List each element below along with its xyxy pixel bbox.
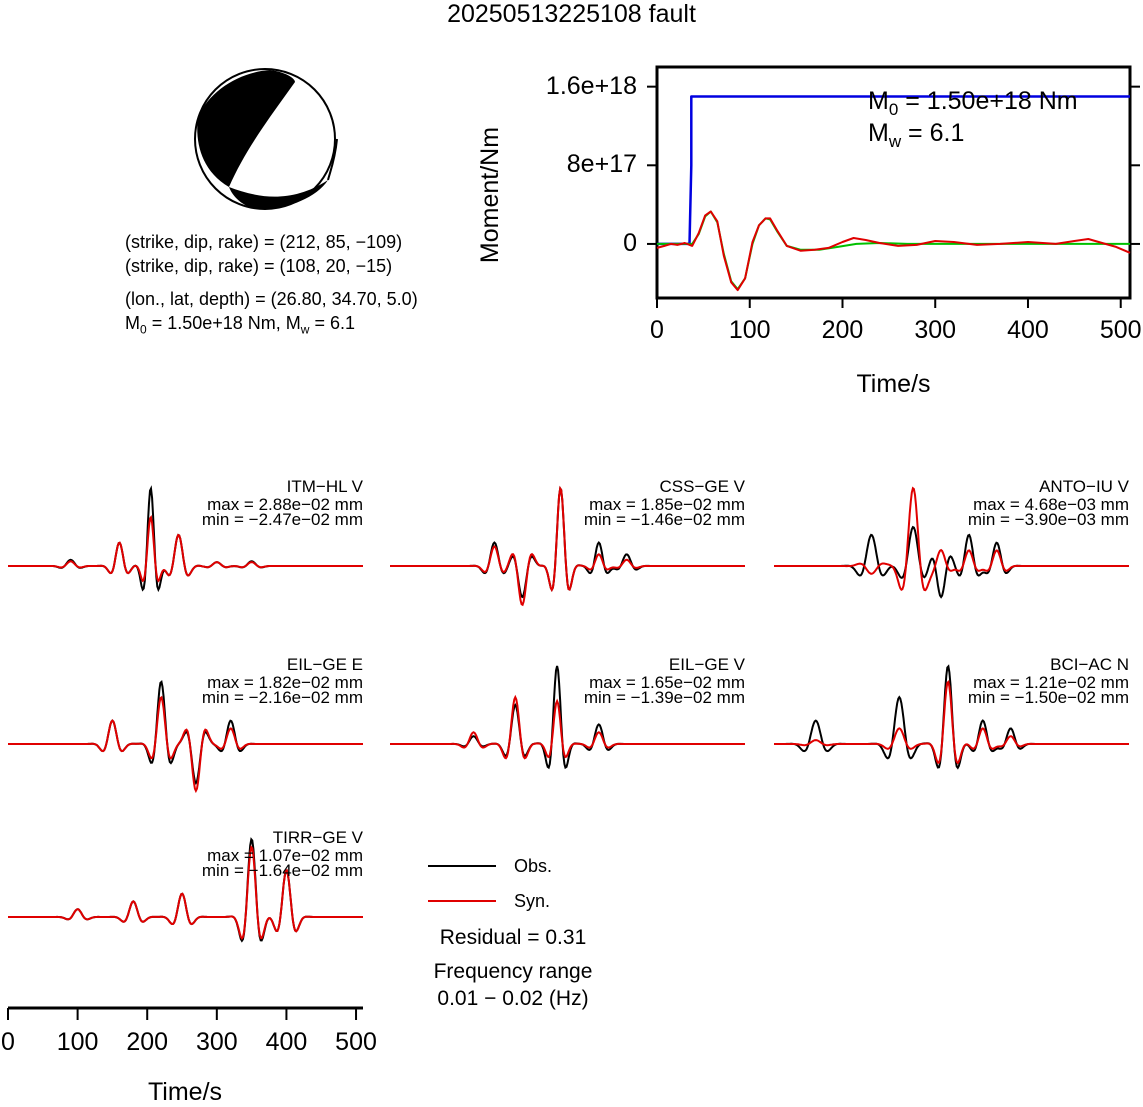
stf-y-axis-title: Moment/Nm <box>476 126 504 264</box>
stf-xtick-label: 0 <box>650 316 664 344</box>
trace-min-label: min = −3.90e−03 mm <box>967 510 1129 529</box>
residual-label: Residual = 0.31 <box>439 926 587 949</box>
stf-mw-annotation: Mw = 6.1 <box>868 119 965 151</box>
trace-max-label: max = 1.65e−02 mm <box>589 673 745 692</box>
frequency-range-label: Frequency range <box>433 960 593 983</box>
stf-ytick-label: 8e+17 <box>566 150 637 179</box>
trace-synthetic <box>774 679 1129 765</box>
frequency-range-value: 0.01 − 0.02 (Hz) <box>437 987 589 1010</box>
figure-title: 20250513225108 fault <box>447 0 696 28</box>
trace-station-label: CSS−GE V <box>659 477 745 496</box>
stf-xtick-label: 100 <box>728 316 771 344</box>
trace-synthetic <box>390 485 745 607</box>
focal-mechanism-beachball <box>194 68 338 210</box>
wave-xtick-label: 200 <box>126 1028 169 1056</box>
legend-syn-label: Syn. <box>514 891 551 911</box>
trace-min-label: min = −2.47e−02 mm <box>201 510 363 529</box>
wave-xtick-label: 100 <box>56 1028 99 1056</box>
trace-station-label: TIRR−GE V <box>272 828 363 847</box>
wave-xtick-label: 400 <box>265 1028 308 1056</box>
trace-max-label: max = 1.21e−02 mm <box>973 673 1129 692</box>
trace-station-label: EIL−GE V <box>668 655 745 674</box>
trace-synthetic <box>8 515 363 583</box>
trace-max-label: max = 2.88e−02 mm <box>207 495 363 514</box>
trace-station-label: BCI−AC N <box>1050 655 1129 674</box>
wave-xtick-label: 0 <box>1 1028 15 1056</box>
trace-min-label: min = −1.46e−02 mm <box>583 510 745 529</box>
trace-synthetic <box>774 486 1129 592</box>
stf-xtick-label: 300 <box>914 316 957 344</box>
trace-min-label: min = −2.16e−02 mm <box>201 688 363 707</box>
wave-x-axis-title: Time/s <box>147 1078 223 1106</box>
trace-synthetic <box>8 845 363 941</box>
location-depth: (lon., lat, depth) = (26.80, 34.70, 5.0) <box>125 289 418 309</box>
trace-min-label: min = −1.39e−02 mm <box>583 688 745 707</box>
trace-min-label: min = −1.64e−02 mm <box>201 861 363 880</box>
trace-max-label: max = 1.85e−02 mm <box>589 495 745 514</box>
stf-xtick-label: 400 <box>1007 316 1049 344</box>
nodal-plane-1: (strike, dip, rake) = (212, 85, −109) <box>125 232 403 252</box>
trace-station-label: ANTO−IU V <box>1039 477 1129 496</box>
stf-ytick-label: 0 <box>623 228 637 257</box>
stf-xtick-label: 200 <box>821 316 864 344</box>
stf-xtick-label: 500 <box>1099 316 1142 344</box>
wave-xtick-label: 500 <box>335 1028 377 1056</box>
stf-ytick-label: 1.6e+18 <box>545 71 637 100</box>
trace-station-label: EIL−GE E <box>286 655 363 674</box>
stf-plot-frame <box>655 65 1132 300</box>
stf-x-axis-title: Time/s <box>856 370 931 398</box>
stf-series-rate_syn <box>656 210 1131 292</box>
trace-max-label: max = 1.07e−02 mm <box>207 846 363 865</box>
wave-xtick-label: 300 <box>195 1028 238 1056</box>
trace-synthetic <box>390 694 745 760</box>
trace-synthetic <box>8 695 363 794</box>
moment-magnitude-summary: M0 = 1.50e+18 Nm, Mw = 6.1 <box>125 313 355 337</box>
trace-max-label: max = 4.68e−03 mm <box>973 495 1129 514</box>
nodal-plane-2: (strike, dip, rake) = (108, 20, −15) <box>125 256 393 276</box>
legend-obs-label: Obs. <box>514 856 553 876</box>
stf-m0-annotation: M0 = 1.50e+18 Nm <box>868 87 1078 119</box>
trace-max-label: max = 1.82e−02 mm <box>207 673 363 692</box>
trace-station-label: ITM−HL V <box>286 477 363 496</box>
trace-min-label: min = −1.50e−02 mm <box>967 688 1129 707</box>
